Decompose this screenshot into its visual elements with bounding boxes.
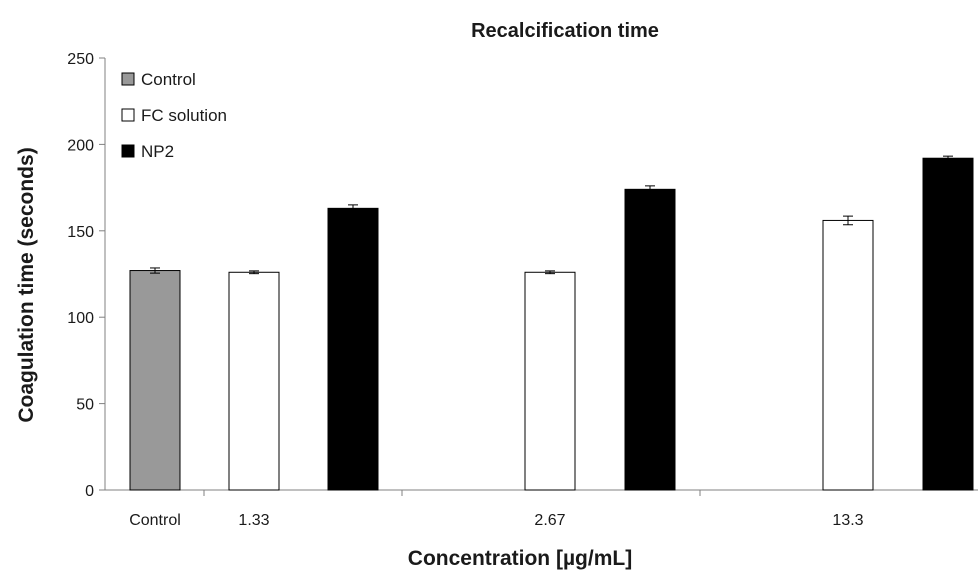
x-tick-label: Control: [129, 512, 181, 529]
y-ticks: 0 50 100 150 200 250: [67, 51, 105, 500]
y-tick-label: 250: [67, 51, 94, 68]
y-tick-label: 50: [76, 397, 94, 414]
x-ticks: Control 1.33 2.67 13.3: [129, 490, 864, 529]
legend-swatch: [121, 72, 135, 86]
error-bar: [545, 270, 555, 275]
x-tick-label: 1.33: [238, 512, 269, 529]
bar-fc-solution-2: [524, 271, 576, 491]
bar-fc-solution-1: [228, 271, 280, 491]
bar-np2-2: [624, 188, 676, 491]
error-bar: [150, 267, 160, 274]
legend-label: FC solution: [141, 106, 227, 125]
legend-swatch: [121, 144, 135, 158]
bar-fc-solution-3: [822, 219, 874, 491]
x-tick-label: 13.3: [832, 512, 863, 529]
x-tick-label: 2.67: [534, 512, 565, 529]
legend-label: Control: [141, 70, 196, 89]
y-tick-label: 150: [67, 224, 94, 241]
bar-np2-1: [327, 207, 379, 491]
bars: [129, 155, 974, 491]
legend-swatch: [121, 108, 135, 122]
error-bar: [348, 204, 358, 213]
y-tick-label: 100: [67, 310, 94, 327]
y-axis-title: Coagulation time (seconds): [15, 147, 38, 422]
bar-np2-3: [922, 157, 974, 491]
chart-title: Recalcification time: [471, 20, 659, 42]
x-axis-title: Concentration [µg/mL]: [408, 547, 632, 570]
legend-label: NP2: [141, 142, 174, 161]
error-bar: [645, 185, 655, 194]
error-bar: [249, 270, 259, 275]
error-bar: [943, 155, 953, 161]
bar-control-0: [129, 270, 181, 491]
y-tick-label: 200: [67, 137, 94, 154]
y-tick-label: 0: [85, 483, 94, 500]
error-bar: [843, 215, 853, 226]
legend: Control FC solution NP2: [121, 70, 227, 161]
